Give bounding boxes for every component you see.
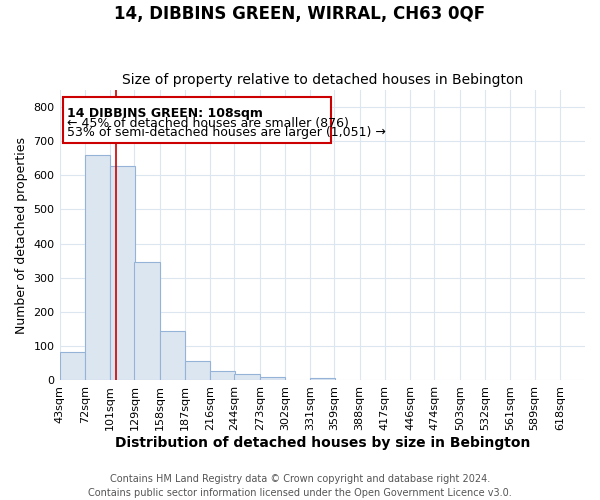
Bar — [260, 377, 285, 380]
Text: 14 DIBBINS GREEN: 108sqm: 14 DIBBINS GREEN: 108sqm — [67, 108, 262, 120]
Bar — [85, 154, 110, 380]
Bar — [160, 331, 185, 380]
Bar — [134, 262, 160, 380]
Text: 14, DIBBINS GREEN, WIRRAL, CH63 0QF: 14, DIBBINS GREEN, WIRRAL, CH63 0QF — [115, 5, 485, 23]
X-axis label: Distribution of detached houses by size in Bebington: Distribution of detached houses by size … — [115, 436, 530, 450]
Bar — [110, 166, 135, 380]
Y-axis label: Number of detached properties: Number of detached properties — [15, 136, 28, 334]
Text: 53% of semi-detached houses are larger (1,051) →: 53% of semi-detached houses are larger (… — [67, 126, 385, 139]
Text: Contains HM Land Registry data © Crown copyright and database right 2024.
Contai: Contains HM Land Registry data © Crown c… — [88, 474, 512, 498]
Bar — [310, 378, 335, 380]
Title: Size of property relative to detached houses in Bebington: Size of property relative to detached ho… — [122, 73, 523, 87]
Bar — [235, 374, 260, 380]
Bar — [185, 361, 210, 380]
Text: ← 45% of detached houses are smaller (876): ← 45% of detached houses are smaller (87… — [67, 116, 349, 130]
FancyBboxPatch shape — [63, 97, 331, 144]
Bar — [59, 352, 85, 380]
Bar — [210, 371, 235, 380]
